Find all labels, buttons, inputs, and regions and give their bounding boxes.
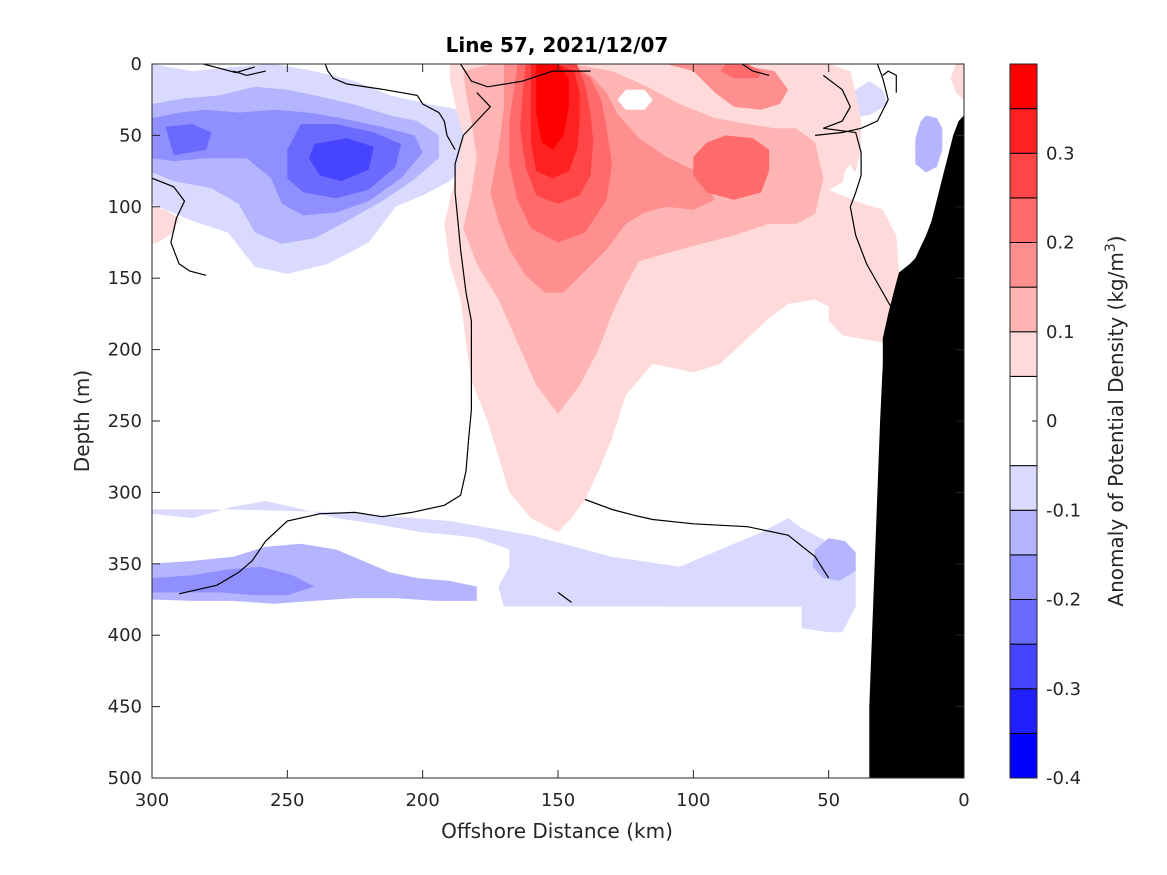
anomaly-region: [449, 606, 707, 636]
seafloor-mask: [869, 115, 964, 778]
anomaly-region: [693, 135, 770, 200]
colorbar-bin: [1009, 108, 1038, 154]
zero-contour-line: [557, 591, 572, 603]
y-tick-label: 50: [119, 125, 142, 146]
colorbar-bin: [1009, 688, 1038, 734]
y-tick-label: 300: [108, 482, 142, 503]
anomaly-region: [536, 64, 569, 150]
colorbar-tick-label: 0.1: [1046, 322, 1075, 343]
x-axis-label: Offshore Distance (km): [441, 819, 673, 843]
colorbar-bin: [1009, 63, 1038, 110]
anomaly-region: [152, 206, 180, 244]
anomaly-region: [152, 501, 856, 633]
x-tick-label: 200: [405, 790, 439, 811]
x-tick-label: 100: [676, 790, 710, 811]
zero-contour-line: [460, 64, 591, 88]
anomaly-region: [842, 164, 856, 186]
colorbar-bin: [1009, 197, 1038, 243]
colorbar-tick-label: -0.3: [1046, 679, 1081, 700]
zero-contour-line: [584, 498, 830, 579]
x-tick-label: 300: [135, 790, 169, 811]
y-tick-label: 0: [131, 54, 142, 75]
zero-contour-line: [882, 70, 897, 93]
zero-contour-line: [203, 64, 256, 74]
y-tick-label: 400: [108, 625, 142, 646]
colorbar-bin: [1009, 331, 1038, 377]
seafloor-shape: [869, 115, 964, 778]
zero-contour-line: [815, 64, 889, 136]
colorbar: -0.4 -0.3 -0.2 -0.1 0 0.1 0.2 0.3: [1009, 63, 1081, 789]
x-axis: 300 250 200 150 100 50 0: [135, 64, 970, 811]
chart-title: Line 57, 2021/12/07: [446, 33, 669, 57]
y-tick-label: 450: [108, 697, 142, 718]
zero-contour-line: [178, 92, 492, 595]
anomaly-region: [152, 606, 437, 636]
y-tick-label: 150: [108, 268, 142, 289]
colorbar-tick-label: 0.3: [1046, 143, 1075, 164]
x-tick-label: 0: [958, 790, 969, 811]
colorbar-tick-label: 0.2: [1046, 233, 1075, 254]
x-tick-label: 50: [817, 790, 840, 811]
colorbar-tick-label: -0.1: [1046, 500, 1081, 521]
x-tick-label: 250: [270, 790, 304, 811]
y-tick-label: 350: [108, 554, 142, 575]
anomaly-region: [915, 115, 943, 173]
zero-contour-line: [741, 64, 770, 76]
colorbar-tick-label: -0.2: [1046, 590, 1081, 611]
colorbar-bin: [1009, 599, 1038, 645]
anomaly-region: [617, 89, 653, 110]
colorbar-label-group: Anomaly of Potential Density (kg/m3): [1103, 235, 1128, 606]
colorbar-bin: [1009, 643, 1038, 690]
anomaly-region: [720, 64, 761, 79]
anomaly-region: [950, 64, 964, 100]
colorbar-bin: [1009, 286, 1038, 333]
zero-contour-line: [324, 64, 456, 150]
colorbar-bin: [1009, 242, 1038, 288]
colorbar-label-main: Anomaly of Potential Density (kg/m: [1104, 252, 1128, 606]
x-tick-label: 150: [541, 790, 575, 811]
y-tick-label: 100: [108, 197, 142, 218]
colorbar-bin: [1009, 152, 1038, 199]
y-tick-label: 250: [108, 411, 142, 432]
colorbar-label-end: ): [1104, 235, 1128, 243]
colorbar-bin: [1009, 509, 1038, 556]
anomaly-region: [309, 138, 374, 182]
colorbar-tick-label: -0.4: [1046, 768, 1081, 789]
zero-contour-line: [152, 177, 207, 276]
plot-area: [151, 63, 965, 779]
colorbar-tick-label: 0: [1046, 411, 1057, 432]
anomaly-region: [165, 124, 212, 156]
colorbar-bin: [1009, 732, 1038, 779]
y-tick-label: 500: [108, 768, 142, 789]
colorbar-bin: [1009, 554, 1038, 600]
colorbar-label-sup: 3: [1103, 243, 1119, 252]
anomaly-region: [152, 566, 315, 596]
y-axis: 0 50 100 150 200 250 300 350 400 450 500: [108, 54, 964, 789]
colorbar-bin: [1009, 465, 1038, 511]
colorbar-label: Anomaly of Potential Density (kg/m3): [1103, 235, 1128, 606]
zero-contour-line: [233, 70, 266, 77]
density-anomaly-regions: [152, 64, 964, 636]
y-tick-label: 200: [108, 340, 142, 361]
y-axis-label: Depth (m): [70, 370, 94, 472]
